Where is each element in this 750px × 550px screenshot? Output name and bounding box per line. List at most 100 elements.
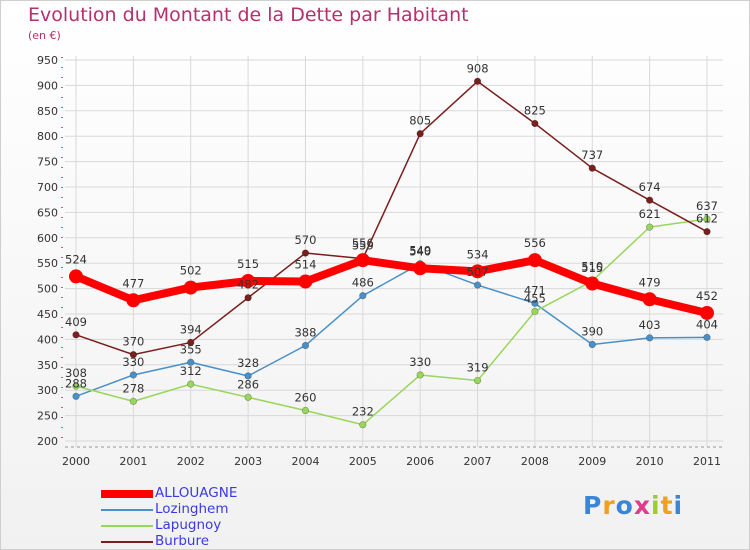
data-label: 621 bbox=[639, 207, 661, 221]
data-point bbox=[241, 273, 256, 288]
data-point bbox=[531, 119, 539, 128]
data-label: 737 bbox=[581, 148, 603, 162]
data-label: 805 bbox=[409, 114, 431, 128]
legend-swatch bbox=[101, 490, 153, 498]
legend-swatch bbox=[101, 541, 153, 543]
data-point bbox=[129, 371, 137, 379]
data-label: 330 bbox=[409, 355, 431, 369]
data-label: 286 bbox=[237, 377, 259, 391]
data-label: 482 bbox=[237, 278, 259, 292]
y-tick-label: 900 bbox=[37, 79, 58, 92]
data-point bbox=[473, 77, 482, 85]
data-label: 524 bbox=[65, 252, 87, 266]
y-tick-label: 600 bbox=[37, 232, 58, 245]
series-allouagne bbox=[69, 253, 714, 320]
data-point bbox=[187, 358, 195, 366]
data-labels: 288 330 355 328 388 486 549 507 471 390 403 404 308 2… bbox=[65, 61, 718, 418]
data-point bbox=[703, 215, 711, 223]
data-point bbox=[301, 249, 310, 257]
data-label: 637 bbox=[696, 199, 718, 213]
x-tick-label: 2009 bbox=[578, 455, 606, 468]
legend-swatch bbox=[101, 509, 153, 511]
y-tick-label: 200 bbox=[37, 435, 58, 448]
axes: 200 250 300 350 400 450 500 550 600 650 700 750 800 8… bbox=[37, 54, 723, 468]
y-tick-label: 400 bbox=[37, 333, 58, 346]
data-point bbox=[531, 299, 539, 307]
data-label: 452 bbox=[696, 289, 718, 303]
series-line-burbure bbox=[75, 80, 708, 356]
data-label: 908 bbox=[467, 61, 489, 75]
data-point bbox=[585, 276, 600, 291]
y-tick-label: 350 bbox=[37, 359, 58, 372]
x-tick-label: 2000 bbox=[62, 455, 90, 468]
data-label: 409 bbox=[65, 315, 87, 329]
data-point bbox=[301, 341, 310, 350]
grid bbox=[65, 56, 723, 447]
data-point bbox=[244, 294, 252, 302]
y-tick-label: 500 bbox=[37, 283, 58, 296]
x-tick-label: 2003 bbox=[234, 455, 262, 468]
data-point bbox=[642, 292, 657, 307]
data-label: 278 bbox=[122, 381, 144, 395]
data-point bbox=[416, 371, 424, 379]
y-tick-label: 250 bbox=[37, 410, 58, 423]
data-point bbox=[301, 406, 310, 415]
x-tick-label: 2010 bbox=[636, 455, 664, 468]
data-label: 486 bbox=[352, 276, 374, 290]
data-point bbox=[72, 382, 80, 390]
data-label: 510 bbox=[581, 260, 603, 274]
data-label: 612 bbox=[696, 212, 718, 226]
x-tick-label: 2001 bbox=[119, 455, 147, 468]
data-point bbox=[588, 164, 596, 172]
data-point bbox=[187, 338, 195, 347]
data-label: 232 bbox=[352, 405, 374, 419]
data-label: 674 bbox=[639, 180, 661, 194]
data-point bbox=[473, 376, 482, 385]
data-point bbox=[129, 351, 137, 359]
data-point bbox=[126, 293, 141, 308]
data-point bbox=[244, 393, 252, 401]
chart-unit: (en €) bbox=[28, 29, 61, 42]
data-point bbox=[700, 305, 714, 320]
logo-letter: i bbox=[651, 491, 661, 520]
data-label: 502 bbox=[180, 264, 202, 278]
legend-label: Burbure bbox=[155, 533, 210, 549]
data-point bbox=[298, 274, 313, 289]
y-tick-label: 800 bbox=[37, 130, 58, 143]
legend-label: Lozinghem bbox=[155, 501, 229, 517]
data-label: 556 bbox=[352, 236, 374, 250]
data-label: 403 bbox=[639, 318, 661, 332]
data-label: 507 bbox=[467, 265, 489, 279]
data-point bbox=[416, 130, 424, 138]
x-tick-label: 2007 bbox=[464, 455, 492, 468]
data-label: 455 bbox=[524, 291, 546, 305]
x-tick-label: 2002 bbox=[177, 455, 205, 468]
data-point bbox=[69, 269, 83, 284]
data-point bbox=[473, 281, 482, 289]
data-label: 479 bbox=[639, 275, 661, 289]
y-tick-label: 850 bbox=[37, 105, 58, 118]
data-label: 515 bbox=[581, 261, 603, 275]
logo-letter: t bbox=[660, 491, 674, 520]
data-label: 319 bbox=[467, 361, 489, 375]
data-label: 388 bbox=[294, 325, 316, 339]
data-label: 355 bbox=[180, 342, 202, 356]
data-label: 515 bbox=[237, 257, 259, 271]
y-tick-label: 750 bbox=[37, 156, 58, 169]
data-point bbox=[646, 196, 654, 204]
x-tick-label: 2011 bbox=[693, 455, 721, 468]
series-burbure bbox=[72, 77, 711, 359]
data-label: 404 bbox=[696, 317, 718, 331]
data-point bbox=[359, 292, 367, 300]
data-label: 328 bbox=[237, 356, 259, 370]
data-point bbox=[703, 228, 711, 236]
series-line-allouagne bbox=[74, 256, 708, 317]
data-label: 390 bbox=[581, 324, 603, 338]
y-tick-label: 450 bbox=[37, 308, 58, 321]
logo-letter: i bbox=[673, 491, 684, 520]
data-point bbox=[355, 253, 370, 268]
data-point bbox=[183, 280, 198, 295]
logo-letter: r bbox=[602, 491, 616, 520]
